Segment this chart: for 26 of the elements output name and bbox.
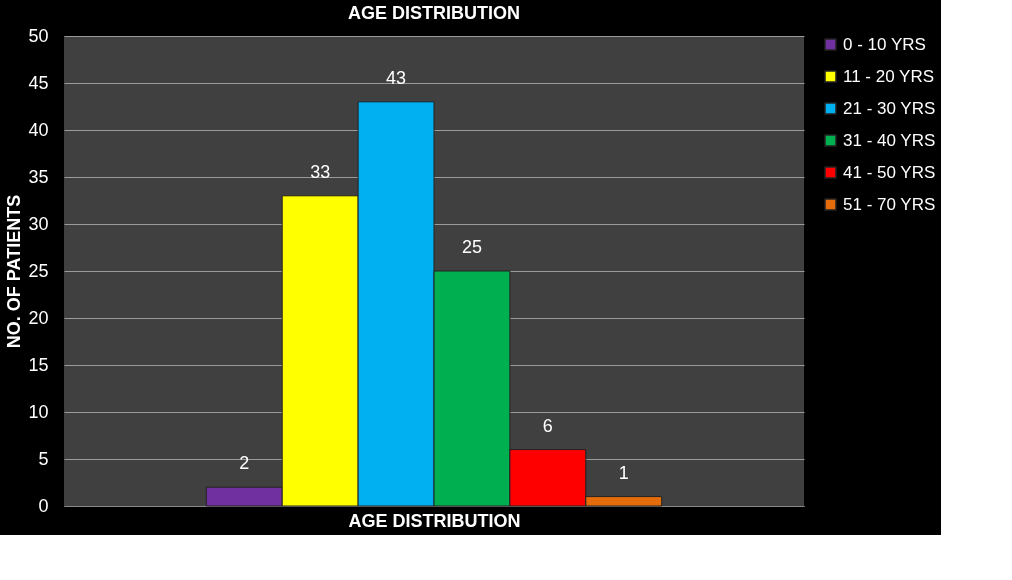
y-tick-label: 20 [28,307,49,328]
legend-label: 51 - 70 YRS [843,194,936,214]
y-tick-label: 10 [28,401,49,422]
data-label: 25 [461,237,482,257]
data-label: 33 [310,161,331,182]
y-tick-label: 15 [28,354,49,375]
legend-label: 41 - 50 YRS [843,162,936,182]
x-axis-title: AGE DISTRIBUTION [348,510,521,531]
legend-label: 11 - 20 YRS [843,66,935,86]
y-tick-label: 45 [28,72,49,93]
y-tick-label: 40 [28,119,49,140]
y-tick-label: 50 [28,25,49,46]
y-axis-title: NO. OF PATIENTS [4,194,25,349]
y-tick-label: 25 [28,260,49,281]
data-label: 1 [618,462,629,483]
legend-label: 21 - 30 YRS [843,98,936,118]
y-tick-label: 0 [38,495,49,516]
legend-label: 0 - 10 YRS [843,34,926,54]
y-tick-label: 30 [28,213,49,234]
y-tick-label: 5 [38,448,49,469]
legend-label: 31 - 40 YRS [843,130,936,150]
chart-title: AGE DISTRIBUTION [347,3,521,23]
data-label: 43 [386,67,407,88]
data-label: 2 [239,453,250,474]
data-label: 6 [542,415,553,436]
y-tick-label: 35 [28,166,49,187]
